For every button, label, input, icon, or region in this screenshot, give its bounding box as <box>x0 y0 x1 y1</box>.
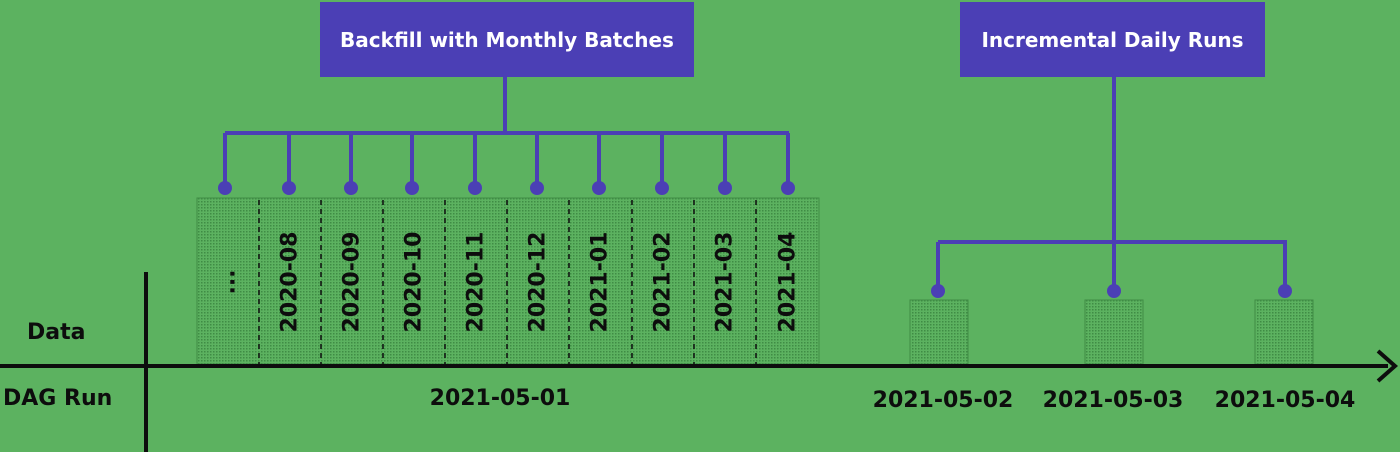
backfill-callout: Backfill with Monthly Batches <box>320 2 694 77</box>
backfill-data-block <box>196 197 820 365</box>
backfill-connector-dots <box>218 181 795 195</box>
batch-label: 2020-12 <box>525 231 551 333</box>
batch-label: 2020-10 <box>401 231 427 333</box>
batch-label: 2021-03 <box>712 231 738 333</box>
connector-dot <box>1107 284 1121 298</box>
connector-dot <box>655 181 669 195</box>
connector-dot <box>282 181 296 195</box>
arrow-head-icon <box>1376 349 1399 383</box>
incremental-connector <box>936 77 1287 290</box>
connector-dot <box>718 181 732 195</box>
daily-run-date: 2021-05-02 <box>872 388 1014 413</box>
daily-data-box <box>1084 299 1144 365</box>
batch-ellipsis: ... <box>215 269 241 295</box>
connector-dot <box>218 181 232 195</box>
backfill-connector <box>223 77 790 188</box>
backfill-run-date: 2021-05-01 <box>429 386 571 411</box>
daily-data-box <box>1254 299 1314 365</box>
incremental-callout: Incremental Daily Runs <box>960 2 1265 77</box>
batch-label: 2020-09 <box>339 231 365 333</box>
connector-dot <box>468 181 482 195</box>
connector-dot <box>1278 284 1292 298</box>
connector-dot <box>592 181 606 195</box>
batch-label: 2020-11 <box>463 231 489 333</box>
batch-label: 2021-02 <box>650 231 676 333</box>
daily-data-box <box>909 299 969 365</box>
connector-dot <box>781 181 795 195</box>
connector-dot <box>931 284 945 298</box>
daily-run-date: 2021-05-04 <box>1214 388 1356 413</box>
batch-label: 2021-04 <box>775 231 801 333</box>
daily-run-date: 2021-05-03 <box>1042 388 1184 413</box>
dag-run-row-label: DAG Run <box>3 386 113 411</box>
connector-dot <box>344 181 358 195</box>
incremental-connector-dots <box>931 284 1292 298</box>
data-row-label: Data <box>27 320 86 345</box>
connector-dot <box>405 181 419 195</box>
batch-dividers <box>258 200 757 364</box>
connector-dot <box>530 181 544 195</box>
batch-label: 2020-08 <box>277 231 303 333</box>
batch-label: 2021-01 <box>587 231 613 333</box>
